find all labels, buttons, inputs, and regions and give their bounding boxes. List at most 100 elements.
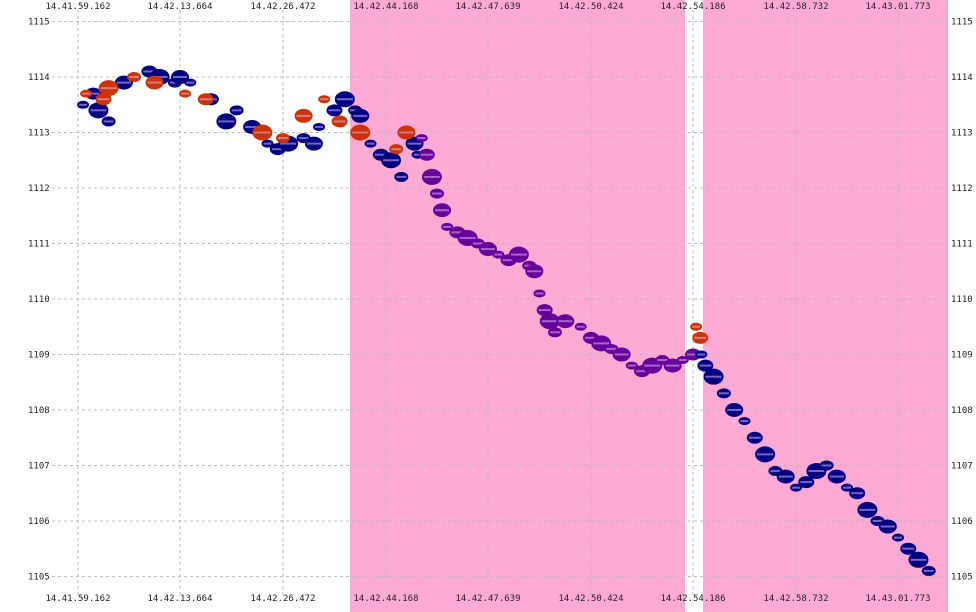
- data-marks: [77, 65, 936, 576]
- data-point-texture: [665, 364, 680, 367]
- data-point-texture: [186, 81, 195, 84]
- data-point-texture: [451, 231, 464, 234]
- y-tick-label-left: 1109: [28, 350, 50, 360]
- data-point-texture: [280, 142, 297, 145]
- data-point-texture: [627, 364, 636, 367]
- data-point-texture: [770, 470, 781, 473]
- data-point-texture: [644, 364, 661, 367]
- y-tick-label-right: 1108: [951, 406, 973, 416]
- x-tick-label-bottom: 14.42.54.186: [660, 594, 725, 604]
- data-point-texture: [417, 137, 426, 140]
- data-point-texture: [90, 109, 107, 112]
- y-tick-label-right: 1113: [951, 129, 973, 139]
- x-tick-label-bottom: 14.43.01.773: [865, 594, 930, 604]
- data-point-texture: [880, 525, 895, 528]
- data-point-texture: [218, 120, 235, 123]
- x-tick-label-bottom: 14.42.26.472: [250, 594, 315, 604]
- data-point-texture: [910, 558, 927, 561]
- y-tick-label-right: 1105: [951, 572, 973, 582]
- data-point-texture: [923, 569, 934, 572]
- data-point-texture: [692, 325, 701, 328]
- y-tick-label-right: 1111: [951, 240, 973, 250]
- x-axis-top-labels: 14.41.59.162 14.42.13.664 14.42.26.472 14.4…: [45, 2, 930, 12]
- x-tick-label-bottom: 14.42.58.732: [763, 594, 828, 604]
- data-point-texture: [472, 242, 483, 245]
- y-tick-label-left: 1107: [28, 461, 50, 471]
- y-tick-label-left: 1110: [28, 295, 50, 305]
- x-tick-label-top: 14.42.50.424: [558, 2, 623, 12]
- data-point-texture: [894, 536, 902, 539]
- data-point-texture: [558, 320, 573, 323]
- y-tick-label-right: 1115: [951, 18, 973, 28]
- data-point-texture: [527, 270, 542, 273]
- data-point-texture: [538, 309, 551, 312]
- data-point-texture: [859, 508, 876, 511]
- x-tick-label-bottom: 14.41.59.162: [45, 594, 110, 604]
- x-tick-label-top: 14.43.01.773: [865, 2, 930, 12]
- data-point-texture: [740, 420, 749, 423]
- data-point-texture: [541, 320, 558, 323]
- data-point-texture: [808, 470, 825, 473]
- y-tick-label-left: 1115: [28, 18, 50, 28]
- y-tick-label-right: 1114: [951, 73, 973, 83]
- data-point-texture: [699, 364, 712, 367]
- y-tick-label-left: 1114: [28, 73, 50, 83]
- y-tick-label-left: 1108: [28, 406, 50, 416]
- y-axis-left-labels: 1105 1106 1107 1108 1109 1110 1111 1112 1113 1114…: [28, 18, 50, 583]
- data-point-texture: [181, 92, 190, 95]
- x-tick-label-bottom: 14.42.50.424: [558, 594, 623, 604]
- data-point-texture: [336, 98, 353, 101]
- data-point-texture: [902, 547, 915, 550]
- data-point-texture: [800, 481, 813, 484]
- y-tick-label-left: 1106: [28, 517, 50, 527]
- highlight-band: [703, 0, 948, 612]
- data-point-texture: [481, 248, 495, 251]
- data-point-texture: [263, 142, 272, 145]
- data-point-texture: [254, 131, 271, 134]
- x-tick-label-bottom: 14.42.44.168: [353, 594, 418, 604]
- y-tick-label-right: 1109: [951, 350, 973, 360]
- data-point-texture: [296, 114, 311, 117]
- data-point-texture: [298, 137, 309, 140]
- data-point-texture: [420, 153, 433, 156]
- y-tick-label-right: 1106: [951, 517, 973, 527]
- data-point-texture: [147, 81, 162, 84]
- data-point-texture: [502, 259, 515, 262]
- data-point-texture: [757, 453, 774, 456]
- data-point-texture: [352, 131, 369, 134]
- data-point-texture: [593, 342, 610, 345]
- y-tick-label-right: 1107: [951, 461, 973, 471]
- data-point-texture: [278, 137, 288, 140]
- data-point-texture: [821, 464, 832, 467]
- data-point-texture: [315, 125, 324, 128]
- data-point-texture: [872, 519, 883, 522]
- y-tick-label-left: 1113: [28, 129, 50, 139]
- data-point-texture: [678, 359, 687, 362]
- data-point-texture: [585, 336, 597, 339]
- data-point-texture: [407, 142, 422, 145]
- data-point-texture: [636, 370, 648, 373]
- data-point-texture: [851, 492, 864, 495]
- grid-lines: [52, 10, 948, 595]
- data-point-texture: [657, 359, 668, 362]
- y-axis-right-labels: 1105 1106 1107 1108 1109 1110 1111 1112 1113 1114…: [951, 18, 973, 583]
- data-point-texture: [231, 109, 242, 112]
- data-point-texture: [459, 236, 476, 239]
- data-point-texture: [843, 486, 851, 489]
- data-point-texture: [718, 392, 729, 395]
- data-point-texture: [306, 142, 321, 145]
- data-point-texture: [705, 375, 722, 378]
- y-tick-label-right: 1110: [951, 295, 973, 305]
- data-point-texture: [413, 153, 422, 156]
- highlight-bands: [350, 0, 948, 612]
- data-point-texture: [792, 486, 800, 489]
- x-tick-label-top: 14.42.44.168: [353, 2, 418, 12]
- data-point-texture: [748, 436, 761, 439]
- data-point-texture: [353, 114, 368, 117]
- data-point-texture: [320, 98, 329, 101]
- data-point-texture: [697, 353, 706, 356]
- data-point-texture: [366, 142, 375, 145]
- data-point-texture: [374, 153, 387, 156]
- data-point-texture: [245, 125, 260, 128]
- x-tick-label-top: 14.42.58.732: [763, 2, 828, 12]
